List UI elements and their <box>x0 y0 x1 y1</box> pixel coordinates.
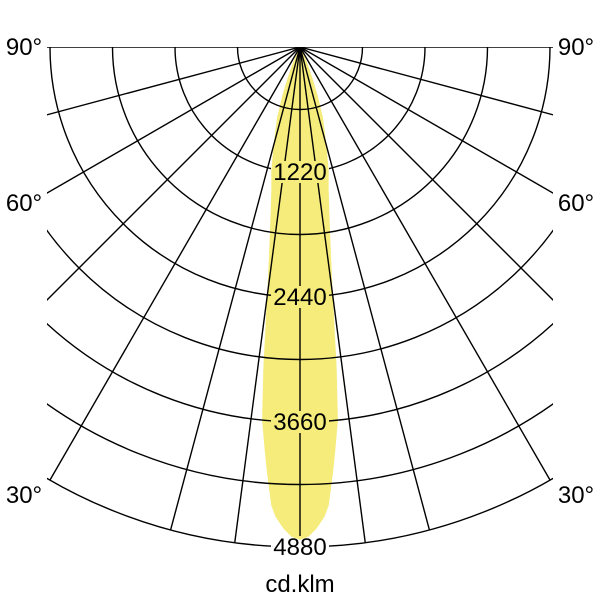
labels-layer: 1220 2440 3660 4880 90° 90° 60° 60° 30° … <box>6 34 594 598</box>
units-label: cd.klm <box>265 571 334 598</box>
gamma-line-7.5 <box>299 47 366 543</box>
angle-label-60-left: 60° <box>6 190 42 217</box>
ring-label-1220: 1220 <box>273 159 326 186</box>
ring-label-2440: 2440 <box>273 284 326 311</box>
gamma-line-45 <box>299 47 553 301</box>
angle-label-90-right: 90° <box>558 34 594 61</box>
angle-label-30-left: 30° <box>6 482 42 509</box>
gamma-line-75 <box>47 47 301 116</box>
gamma-line-60 <box>299 47 553 194</box>
angle-label-60-right: 60° <box>558 190 594 217</box>
ring-label-3660: 3660 <box>273 409 326 436</box>
gamma-line-60 <box>47 47 301 194</box>
gamma-line-7.5 <box>234 47 301 543</box>
angle-label-30-right: 30° <box>558 482 594 509</box>
ring-label-4880: 4880 <box>273 534 326 561</box>
polar-grid <box>47 47 553 548</box>
angle-label-90-left: 90° <box>6 34 42 61</box>
gamma-line-30 <box>299 47 551 481</box>
gamma-line-15 <box>169 47 301 531</box>
gamma-line-15 <box>299 47 431 531</box>
gamma-line-30 <box>49 47 301 481</box>
gamma-line-45 <box>47 47 301 301</box>
gamma-line-75 <box>299 47 553 116</box>
